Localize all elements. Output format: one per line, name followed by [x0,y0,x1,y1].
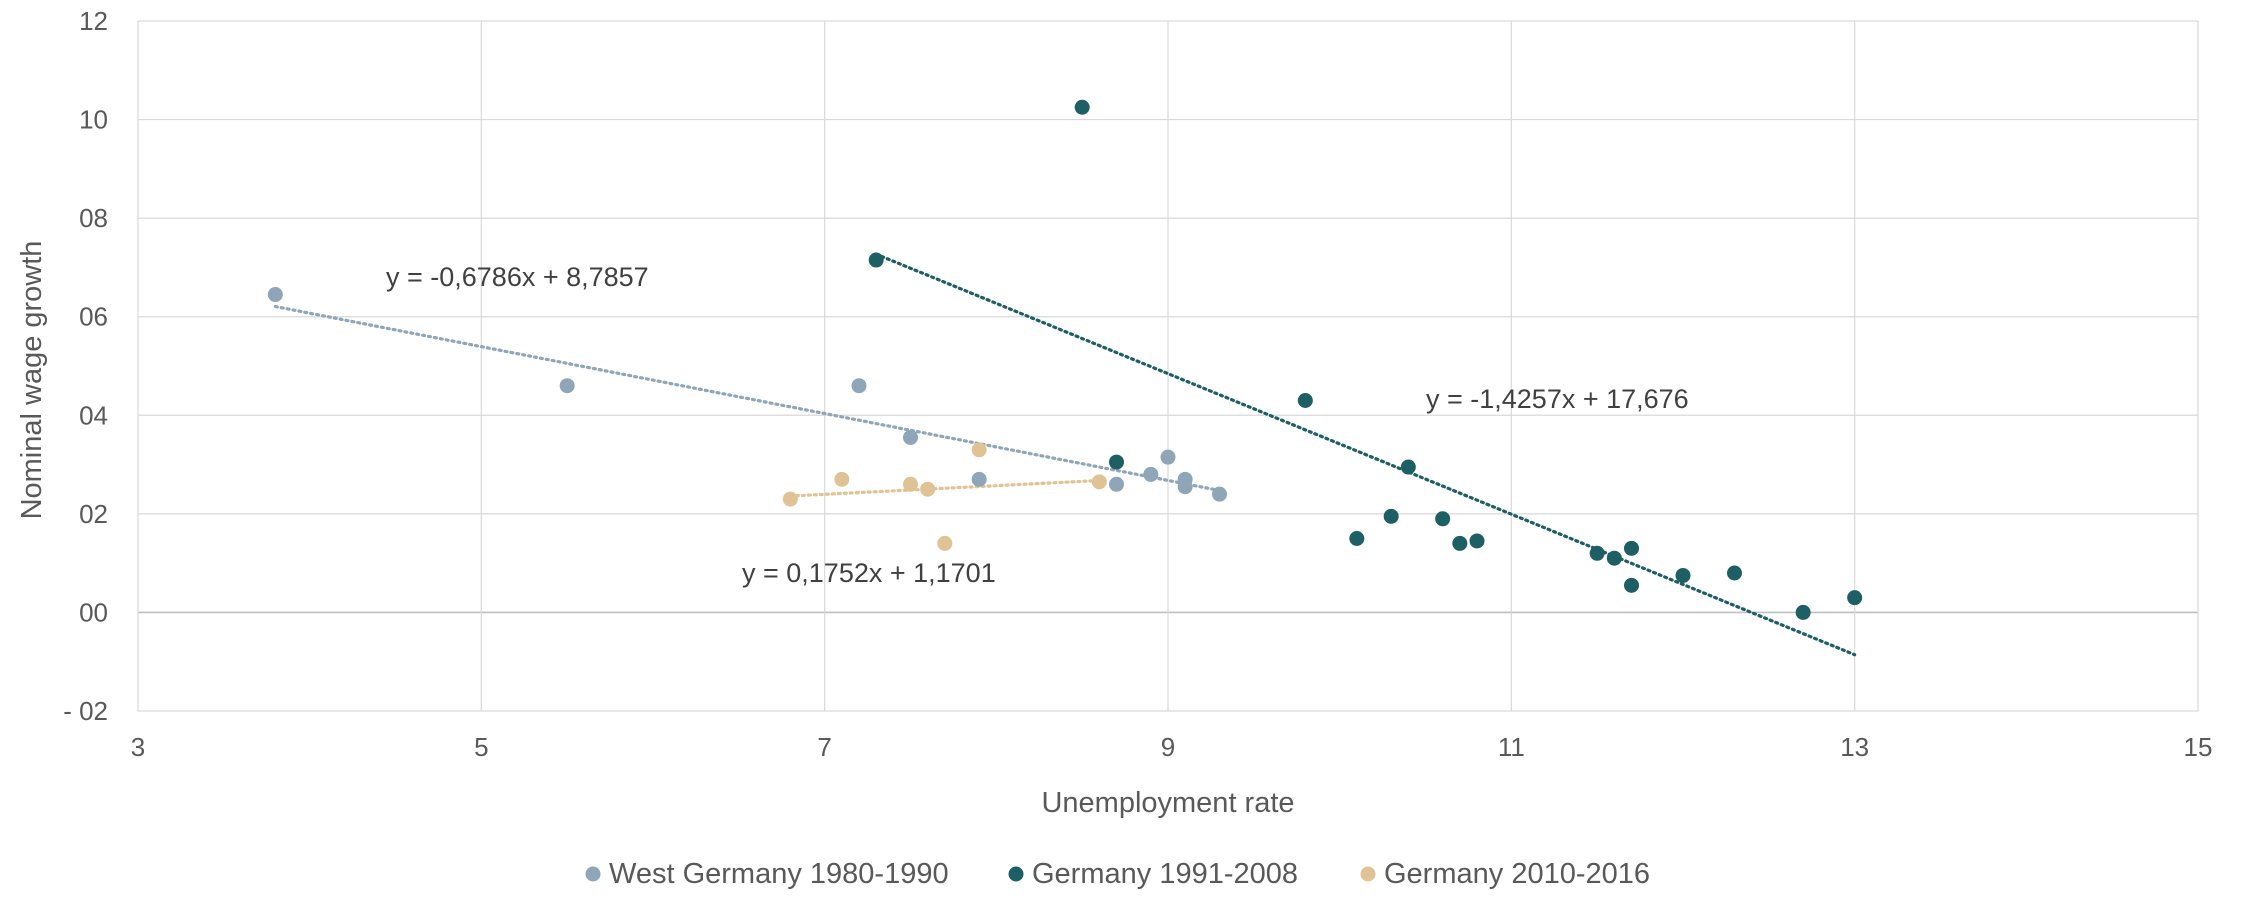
x-tick-label: 5 [474,732,488,762]
data-point [1452,535,1468,551]
legend: West Germany 1980-1990 Germany 1991-2008 G… [585,858,1650,890]
y-tick-label: 00 [79,597,108,627]
data-point [1606,550,1622,566]
y-tick-label: 04 [79,400,108,430]
data-point [1212,486,1227,502]
data-point [1435,511,1451,527]
data-point [851,378,867,394]
data-point [1624,577,1639,593]
x-tick-label: 7 [817,732,831,762]
data-point [782,491,798,507]
gridlines [137,20,2199,712]
data-point [937,535,953,551]
x-tick-label: 11 [1498,732,1525,762]
data-point [834,471,850,487]
y-tick-label: - 02 [63,696,108,726]
data-point [920,481,936,497]
data-point [1109,476,1124,492]
data-point [1177,479,1193,495]
data-point [1383,508,1399,524]
data-point [1109,454,1124,470]
data-points [267,99,1863,620]
trendline-equation: y = 0,1752x + 1,1701 [742,558,996,588]
x-tick-label: 3 [131,732,145,762]
data-point [559,378,575,394]
data-point [971,442,987,458]
x-axis-title: Unemployment rate [1041,787,1294,819]
data-point [1469,533,1485,549]
trendline-equation: y = -1,4257x + 17,676 [1426,384,1689,414]
x-tick-label: 15 [2184,732,2213,762]
data-point [868,252,884,268]
data-point [1675,567,1691,583]
data-point [1297,393,1313,408]
trendlines [273,252,1857,657]
legend-marker [585,866,601,882]
trendline-equations: y = -0,6786x + 8,7857 y = -1,4257x + 17,6… [386,262,1689,588]
data-point [1074,99,1090,115]
data-point [1624,540,1639,556]
x-tick-label: 13 [1840,732,1869,762]
trendline [874,252,1857,657]
data-point [1795,604,1811,620]
y-axis-title: Nominal wage growth [16,241,48,520]
data-point [903,476,918,492]
y-tick-label: 08 [79,203,108,233]
data-point [1160,449,1176,465]
x-tick-label: 9 [1161,732,1175,762]
y-tick-label: 02 [79,499,108,529]
y-tick-label: 06 [79,302,108,332]
data-point [1727,565,1742,581]
legend-marker [1360,866,1376,882]
legend-label: West Germany 1980-1990 [609,858,949,890]
data-point [1143,466,1159,482]
legend-label: Germany 2010-2016 [1384,858,1650,890]
trendline-equation: y = -0,6786x + 8,7857 [386,262,649,292]
legend-marker [1008,866,1024,882]
trendline [273,304,1222,493]
data-point [1847,590,1863,606]
x-axis-ticks: 3 5 7 9 11 13 15 [131,732,2213,762]
trendline [788,478,1101,498]
data-point [903,429,918,445]
data-point [1400,459,1416,475]
data-point [971,471,987,487]
y-axis-ticks: - 02 00 02 04 06 08 10 12 [63,6,108,726]
y-tick-label: 10 [79,105,108,135]
data-point [1589,545,1605,561]
data-point [1091,474,1107,490]
y-tick-label: 12 [79,6,108,36]
legend-label: Germany 1991-2008 [1032,858,1298,890]
data-point [267,287,283,303]
data-point [1349,531,1365,546]
